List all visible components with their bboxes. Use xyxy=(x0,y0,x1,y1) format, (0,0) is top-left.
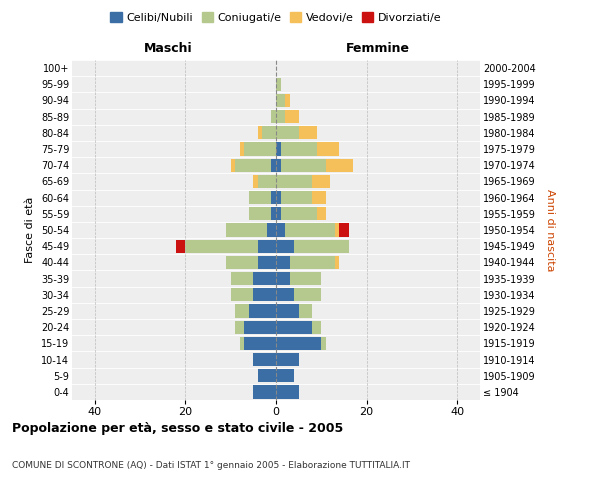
Bar xyxy=(276,191,281,204)
Bar xyxy=(258,175,276,188)
Bar xyxy=(253,353,276,366)
Bar xyxy=(244,320,276,334)
Bar xyxy=(294,288,322,302)
Bar xyxy=(340,224,349,236)
Bar xyxy=(258,240,276,253)
Bar xyxy=(285,94,290,107)
Bar xyxy=(281,191,312,204)
Bar xyxy=(230,288,253,302)
Bar xyxy=(267,224,276,236)
Bar xyxy=(276,369,294,382)
Bar xyxy=(335,224,340,236)
Bar xyxy=(276,158,281,172)
Bar xyxy=(276,126,299,140)
Text: Femmine: Femmine xyxy=(346,42,410,56)
Bar xyxy=(253,386,276,398)
Bar xyxy=(312,320,322,334)
Bar xyxy=(317,142,340,156)
Bar xyxy=(317,207,326,220)
Bar xyxy=(271,158,276,172)
Bar xyxy=(312,191,326,204)
Bar xyxy=(276,175,312,188)
Bar xyxy=(276,386,299,398)
Bar xyxy=(290,256,335,269)
Bar xyxy=(253,175,258,188)
Bar xyxy=(230,158,235,172)
Bar xyxy=(262,126,276,140)
Bar xyxy=(294,240,349,253)
Bar xyxy=(276,288,294,302)
Bar xyxy=(258,369,276,382)
Bar xyxy=(285,224,335,236)
Bar xyxy=(253,288,276,302)
Y-axis label: Anni di nascita: Anni di nascita xyxy=(545,188,555,271)
Bar xyxy=(271,207,276,220)
Bar xyxy=(253,272,276,285)
Bar xyxy=(276,240,294,253)
Text: Popolazione per età, sesso e stato civile - 2005: Popolazione per età, sesso e stato civil… xyxy=(12,422,343,435)
Bar xyxy=(281,142,317,156)
Bar xyxy=(312,175,331,188)
Bar xyxy=(285,110,299,124)
Bar xyxy=(276,272,290,285)
Text: Maschi: Maschi xyxy=(143,42,193,56)
Bar xyxy=(276,304,299,318)
Bar xyxy=(249,207,271,220)
Bar xyxy=(276,224,285,236)
Bar xyxy=(276,336,322,350)
Bar xyxy=(322,336,326,350)
Text: COMUNE DI SCONTRONE (AQ) - Dati ISTAT 1° gennaio 2005 - Elaborazione TUTTITALIA.: COMUNE DI SCONTRONE (AQ) - Dati ISTAT 1°… xyxy=(12,461,410,470)
Bar xyxy=(271,110,276,124)
Bar xyxy=(276,94,285,107)
Bar xyxy=(276,256,290,269)
Bar xyxy=(281,158,326,172)
Bar xyxy=(226,224,267,236)
Bar xyxy=(249,191,271,204)
Bar xyxy=(290,272,322,285)
Bar xyxy=(230,272,253,285)
Bar xyxy=(276,110,285,124)
Bar xyxy=(335,256,340,269)
Bar xyxy=(276,78,281,91)
Bar xyxy=(276,320,312,334)
Bar xyxy=(299,304,312,318)
Bar xyxy=(258,126,262,140)
Bar xyxy=(176,240,185,253)
Bar xyxy=(235,158,271,172)
Bar xyxy=(240,336,244,350)
Bar xyxy=(244,336,276,350)
Bar xyxy=(226,256,258,269)
Bar xyxy=(185,240,258,253)
Bar xyxy=(249,304,276,318)
Bar xyxy=(276,142,281,156)
Bar xyxy=(276,353,299,366)
Bar xyxy=(271,191,276,204)
Bar xyxy=(235,304,249,318)
Bar xyxy=(281,207,317,220)
Bar xyxy=(299,126,317,140)
Bar xyxy=(326,158,353,172)
Legend: Celibi/Nubili, Coniugati/e, Vedovi/e, Divorziati/e: Celibi/Nubili, Coniugati/e, Vedovi/e, Di… xyxy=(106,8,446,28)
Bar xyxy=(240,142,244,156)
Bar xyxy=(276,207,281,220)
Bar xyxy=(235,320,244,334)
Y-axis label: Fasce di età: Fasce di età xyxy=(25,197,35,263)
Bar xyxy=(258,256,276,269)
Bar xyxy=(244,142,276,156)
